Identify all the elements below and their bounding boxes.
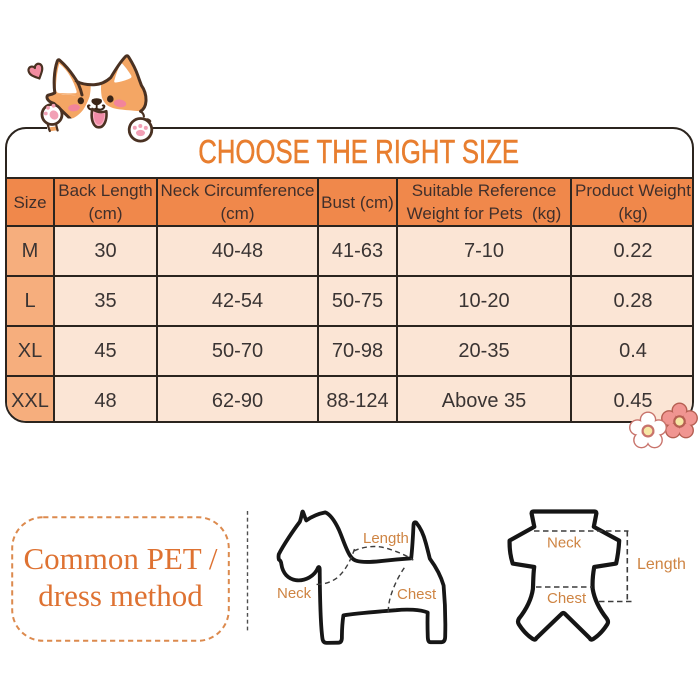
svg-text:Length: Length (363, 530, 409, 547)
svg-text:Length: Length (637, 556, 686, 573)
svg-text:Neck: Neck (277, 585, 312, 602)
svg-text:Neck: Neck (547, 535, 582, 552)
svg-text:Chest: Chest (547, 590, 587, 607)
svg-text:Chest: Chest (397, 586, 437, 603)
